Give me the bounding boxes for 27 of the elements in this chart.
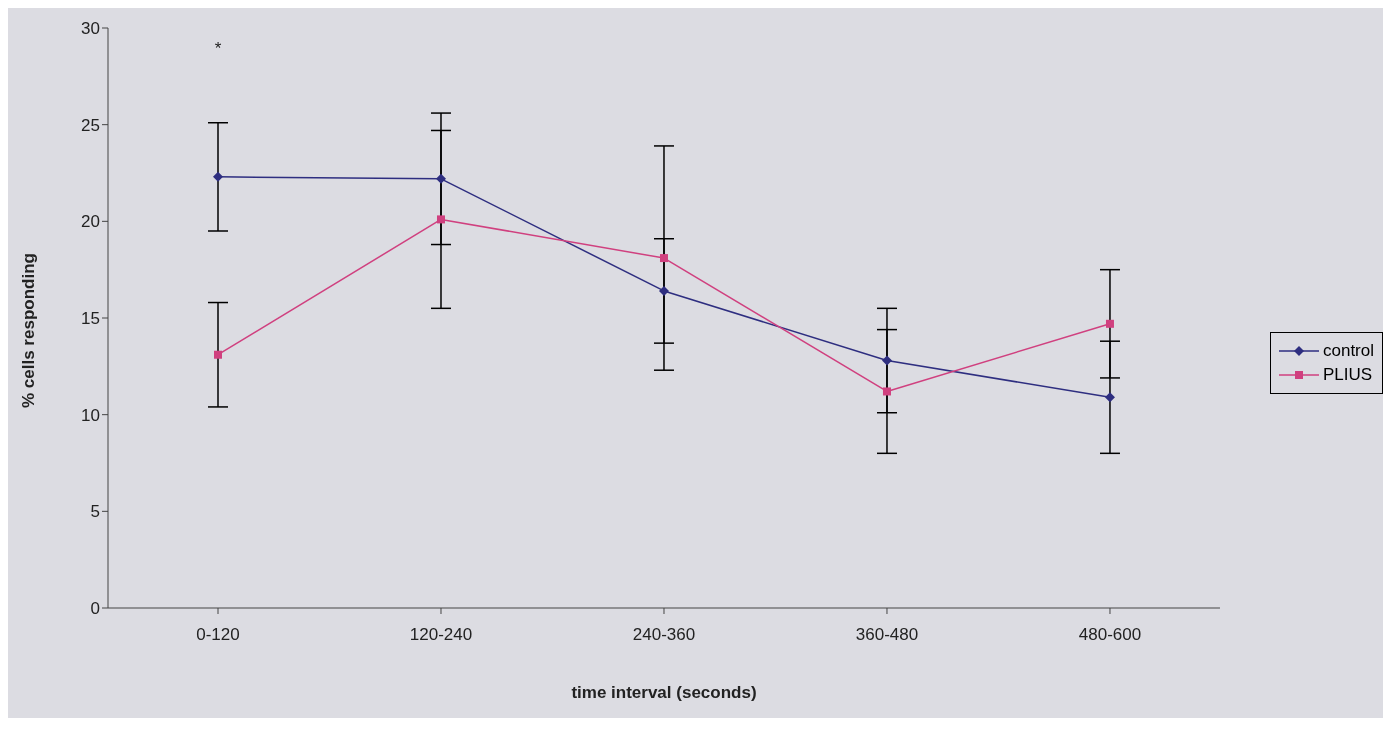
y-tick-label: 15 xyxy=(81,309,100,329)
x-tick-label: 240-360 xyxy=(632,625,696,645)
point xyxy=(436,215,445,224)
x-axis-title: time interval (seconds) xyxy=(571,683,757,702)
legend-label: PLIUS xyxy=(1322,365,1373,385)
point xyxy=(659,254,668,263)
x-tick-label: 360-480 xyxy=(855,625,919,645)
point xyxy=(214,350,222,359)
y-tick-label: 30 xyxy=(81,19,100,39)
y-tick-label: 20 xyxy=(81,212,100,232)
y-axis-title: % cells responding xyxy=(19,253,39,408)
y-tick-label: 10 xyxy=(81,405,100,425)
point xyxy=(435,173,446,184)
x-tick-label: 0-120 xyxy=(196,625,240,645)
point xyxy=(1105,319,1114,328)
y-tick-label: 0 xyxy=(90,599,100,619)
y-tick-label: 25 xyxy=(81,115,100,135)
annotation: * xyxy=(214,39,222,59)
point xyxy=(1104,392,1115,403)
point xyxy=(881,355,892,366)
point xyxy=(882,387,891,396)
point xyxy=(213,171,223,182)
x-tick-label: 120-240 xyxy=(409,625,473,645)
y-tick-label: 5 xyxy=(90,502,100,522)
x-tick-label: 480-600 xyxy=(1078,625,1142,645)
legend-label: control xyxy=(1322,341,1374,361)
point xyxy=(658,285,669,296)
